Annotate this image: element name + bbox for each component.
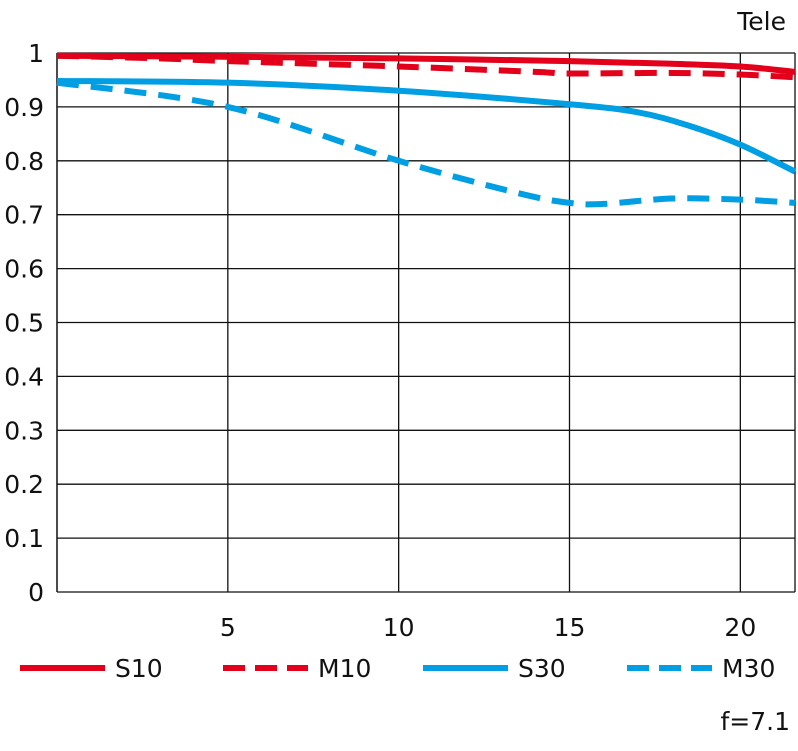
y-tick-label: 0.7	[4, 201, 44, 230]
legend-label-s30: S30	[518, 654, 566, 683]
footnote: f=7.1	[720, 707, 790, 736]
series-line-s10	[56, 52, 796, 75]
legend-label-s10: S10	[115, 654, 163, 683]
y-tick-label: 0.6	[4, 255, 44, 284]
y-tick-label: 0.3	[4, 416, 44, 445]
grid	[56, 52, 796, 593]
series-line-m10	[56, 52, 796, 81]
y-axis-ticks: 0 0.1 0.2 0.3 0.4 0.5 0.6 0.7 0.8 0.9 1	[4, 39, 44, 607]
y-tick-label: 1	[28, 39, 44, 68]
y-tick-label: 0.5	[4, 309, 44, 338]
y-tick-label: 0.9	[4, 93, 44, 122]
y-tick-label: 0.2	[4, 470, 44, 499]
y-tick-label: 0.8	[4, 147, 44, 176]
x-axis-ticks: 5 10 15 20	[220, 613, 756, 642]
legend-label-m30: M30	[722, 654, 775, 683]
legend-label-m10: M10	[318, 654, 371, 683]
x-tick-label: 10	[383, 613, 415, 642]
series-line-s30	[56, 78, 797, 175]
x-tick-label: 5	[220, 613, 236, 642]
y-tick-label: 0.1	[4, 524, 44, 553]
legend: S10 M10 S30 M30	[20, 654, 775, 683]
series-line-m30	[56, 79, 796, 208]
x-tick-label: 15	[554, 613, 586, 642]
chart-title: Tele	[736, 7, 786, 36]
y-tick-label: 0	[28, 578, 44, 607]
series-lines	[56, 52, 797, 208]
y-tick-label: 0.4	[4, 362, 44, 391]
x-tick-label: 20	[724, 613, 756, 642]
